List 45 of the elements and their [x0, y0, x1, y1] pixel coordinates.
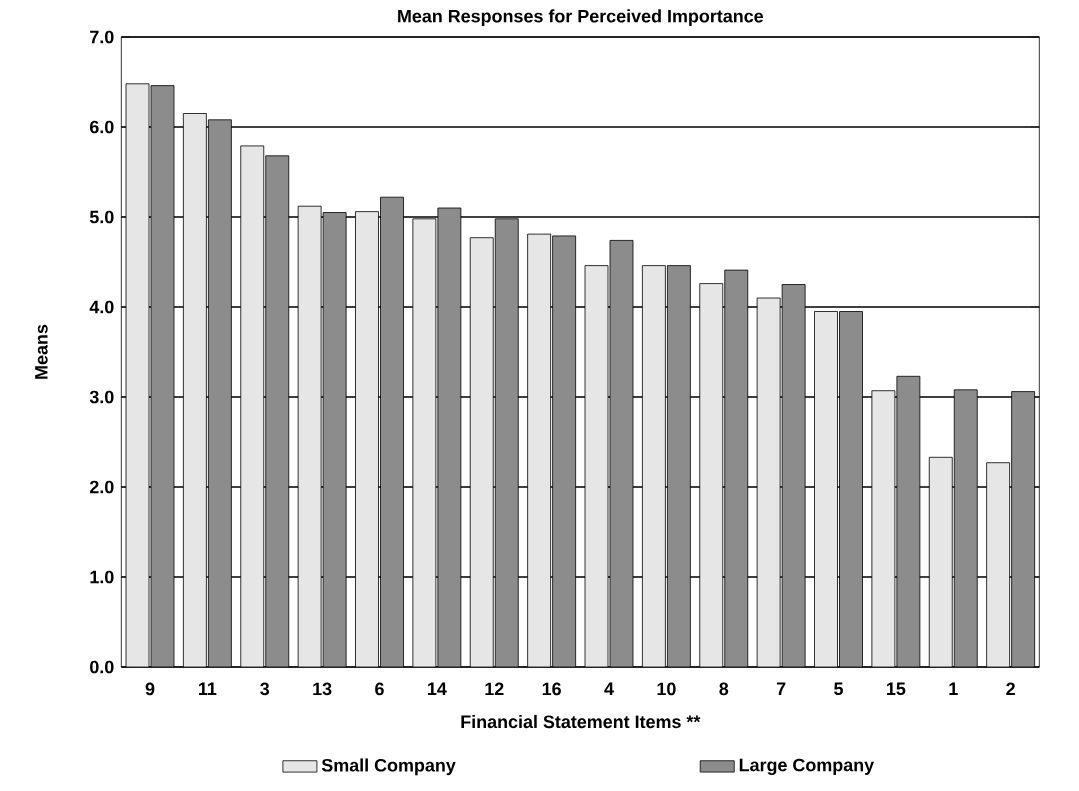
bar — [986, 462, 1011, 667]
y-axis-title: Means — [35, 324, 48, 379]
x-axis-title: Financial Statement Items ** — [461, 714, 701, 729]
bar — [412, 218, 437, 667]
y-tick-label: 4.0 — [89, 300, 114, 314]
bar — [814, 311, 838, 667]
bar — [756, 297, 781, 667]
x-tick-label: 5 — [834, 682, 843, 696]
x-tick-label: 8 — [719, 682, 729, 696]
legend-label: Small Company — [321, 758, 456, 776]
x-tick-label: 7 — [776, 682, 786, 695]
legend-label: Large Company — [739, 758, 875, 775]
x-tick-label: 4 — [604, 682, 614, 695]
y-tick-label: 3.0 — [89, 390, 114, 404]
chart-title: Mean Responses for Perceived Importance — [398, 9, 764, 27]
bar — [641, 265, 666, 667]
y-tick-label: 6.0 — [90, 120, 114, 134]
y-tick-label: 2.0 — [89, 480, 114, 494]
bar — [297, 205, 322, 667]
x-tick-label: 3 — [260, 682, 270, 696]
bar — [699, 283, 724, 667]
bar — [182, 113, 207, 667]
bar — [584, 265, 609, 667]
bar — [527, 233, 552, 667]
y-tick-label: 5.0 — [89, 210, 114, 224]
x-tick-label: 1 — [949, 682, 958, 695]
bar — [125, 83, 150, 667]
x-tick-label: 13 — [313, 682, 332, 696]
bar — [240, 145, 265, 667]
x-tick-label: 16 — [542, 682, 561, 696]
x-tick-label: 15 — [887, 682, 906, 696]
x-tick-label: 11 — [199, 682, 217, 695]
x-tick-label: 14 — [428, 682, 447, 695]
x-tick-label: 6 — [375, 682, 384, 696]
bar — [469, 237, 494, 667]
bar — [871, 390, 896, 667]
bar — [928, 456, 953, 667]
y-tick-label: 7.0 — [90, 30, 114, 44]
y-tick-label: 0.0 — [90, 660, 114, 674]
x-tick-label: 2 — [1006, 682, 1015, 696]
x-tick-label: 10 — [657, 682, 676, 696]
x-tick-label: 9 — [145, 682, 155, 696]
x-tick-label: 12 — [485, 682, 504, 696]
y-tick-label: 1.0 — [90, 570, 114, 584]
bar — [355, 211, 379, 667]
